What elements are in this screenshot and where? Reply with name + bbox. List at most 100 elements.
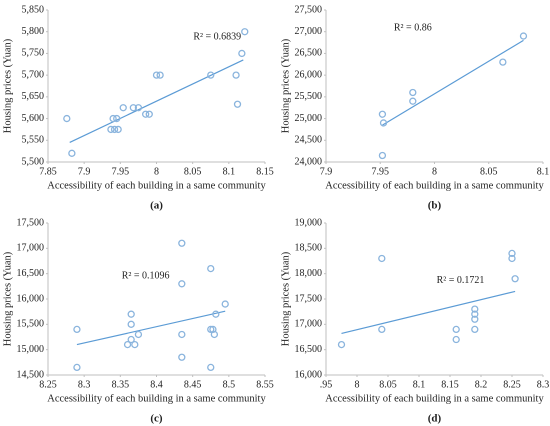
trendline [76,310,226,346]
y-tick-label: 15,500 [17,319,45,330]
panel-label: (c) [150,413,163,425]
x-tick-label: 8 [355,379,360,390]
y-axis-title: Housing prices (Yuan) [280,251,291,346]
y-tick-label: 26,500 [295,48,323,59]
scatter-point [127,310,135,318]
y-tick-label: 26,000 [295,69,323,80]
x-tick-label: 8.15 [441,379,459,390]
y-tick-label: 24,500 [295,135,323,146]
y-tick-label: 5,850 [22,4,45,15]
scatter-point [238,49,246,58]
x-tick-label: 7.9 [320,166,333,177]
y-tick-label: 24,000 [295,156,323,167]
x-tick-label: 7.9 [78,166,91,177]
x-tick-label: 8.05 [480,166,498,177]
y-tick-label: 17,500 [295,293,323,304]
y-tick-label: 5,750 [22,48,45,59]
x-axis-title: Accessibility of each building in a same… [47,180,266,191]
y-tick-label: 5,600 [22,113,45,124]
y-tick-label: 19,000 [295,217,323,228]
scatter-point [141,110,150,118]
y-tick-label: 5,800 [22,26,45,37]
x-axis-title: Accessibility of each building in a same… [325,180,544,191]
scatter-point [212,310,220,318]
x-tick-label: 8.55 [256,379,274,390]
scatter-point [210,330,219,339]
scatter-point [499,58,507,66]
x-tick-label: 8.1 [537,166,550,177]
scatter-point [207,325,215,334]
x-tick-label: 8 [432,166,437,177]
x-tick-label: 7.85 [39,166,57,177]
scatter-point [178,330,186,339]
x-tick-label: 8.25 [503,379,521,390]
scatter-point [508,249,516,258]
x-tick-label: 8.25 [39,379,57,390]
scatter-point [178,239,186,247]
panel-label: (d) [428,413,442,425]
scatter-point [378,110,387,118]
scatter-point [127,335,135,344]
x-tick-label: 8.3 [537,379,550,390]
y-tick-label: 14,500 [17,369,45,380]
panel-label: (a) [150,200,163,212]
trendline [382,39,524,126]
scatter-point [511,275,519,283]
scatter-point [73,363,81,372]
x-tick-label: 8.15 [256,166,274,177]
scatter-point [207,264,215,273]
y-tick-label: 15,000 [17,344,45,355]
panel-label: (b) [428,200,442,212]
annotation: R² = 0.86 [394,23,432,34]
y-tick-label: 17,000 [295,319,323,330]
y-tick-label: 27,500 [295,4,323,15]
scatter-point [471,325,479,334]
scatter-point [73,325,81,334]
y-tick-label: 17,000 [17,243,45,254]
x-tick-label: 8.05 [184,166,202,177]
scatter-point [178,280,186,288]
y-tick-label: 16,000 [295,369,323,380]
y-tick-label: 5,550 [22,135,45,146]
scatter-point [409,97,417,105]
y-tick-label: 5,650 [22,91,45,102]
scatter-point [110,125,119,134]
annotation: R² = 0.1096 [122,270,170,281]
trendline [69,59,244,143]
x-tick-label: 8.4 [150,379,163,390]
scatter-point [471,310,479,318]
y-tick-label: 16,000 [17,293,45,304]
scatter-point [123,340,132,349]
y-tick-label: 25,000 [295,113,323,124]
x-tick-label: 8.3 [78,379,91,390]
scatter-point [156,71,164,79]
scatter-point [68,149,76,157]
scatter-point [131,340,139,349]
y-axis-title: Housing prices (Yuan) [2,251,13,346]
scatter-point [378,325,386,334]
y-tick-label: 16,500 [17,268,45,279]
scatter-point [471,305,479,313]
scatter-point [145,110,153,118]
scatter-point [107,125,115,134]
y-axis-title: Housing prices (Yuan) [2,38,13,133]
scatter-point [452,325,460,334]
trendline [341,290,516,335]
y-tick-label: 27,000 [295,26,323,37]
scatter-point [119,104,127,112]
y-tick-label: 5,700 [22,69,45,80]
x-tick-label: 8.2 [475,379,488,390]
x-tick-label: 7.95 [112,166,130,177]
scatter-point [109,114,117,123]
annotation: R² = 0.1721 [437,275,485,286]
scatter-point [508,254,516,263]
y-tick-label: 5,500 [22,156,45,167]
y-tick-label: 25,500 [295,91,323,102]
scatter-point [152,71,161,79]
scatter-point [241,28,249,36]
scatter-point [113,114,121,123]
y-tick-label: 18,000 [295,268,323,279]
scatter-point [379,119,388,127]
x-axis-title: Accessibility of each building in a same… [47,393,266,404]
